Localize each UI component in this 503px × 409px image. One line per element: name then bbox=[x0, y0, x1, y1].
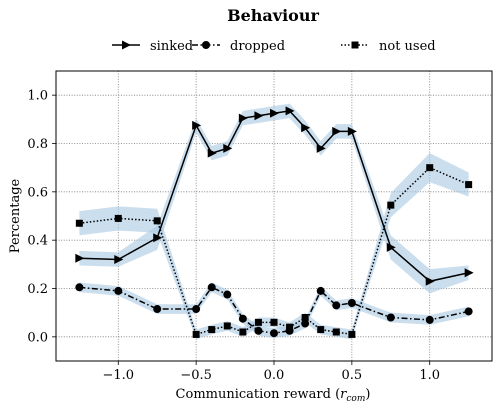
y-tick-label: 0.8 bbox=[27, 137, 48, 152]
point-dropped bbox=[238, 314, 247, 323]
legend-label-sinked: sinked bbox=[150, 39, 193, 54]
point-dropped bbox=[192, 305, 201, 314]
band-sinked bbox=[79, 103, 469, 294]
point-dropped bbox=[332, 301, 341, 310]
point-dropped bbox=[425, 315, 434, 324]
point-sinked bbox=[301, 123, 311, 133]
point-sinked bbox=[347, 126, 357, 136]
point-dropped bbox=[301, 319, 310, 328]
point-dropped bbox=[207, 283, 216, 292]
y-tick-label: 1.0 bbox=[27, 89, 48, 104]
point-not-used bbox=[465, 181, 473, 189]
point-not-used bbox=[75, 219, 83, 227]
x-tick-label: −1.0 bbox=[102, 368, 134, 383]
point-sinked bbox=[254, 111, 264, 121]
point-not-used bbox=[254, 318, 262, 326]
point-sinked bbox=[386, 242, 396, 252]
x-tick-label: 1.0 bbox=[419, 368, 440, 383]
y-tick-label: 0.4 bbox=[27, 234, 48, 249]
point-dropped bbox=[386, 313, 395, 322]
x-axis-label-symbol: r bbox=[340, 387, 347, 402]
point-not-used bbox=[332, 328, 340, 336]
point-not-used bbox=[239, 328, 247, 336]
y-tick-label: 0.0 bbox=[27, 330, 48, 345]
point-sinked bbox=[270, 108, 279, 118]
point-sinked bbox=[153, 233, 163, 243]
y-axis-label: Percentage bbox=[8, 178, 23, 253]
point-sinked bbox=[285, 106, 295, 116]
point-dropped bbox=[114, 286, 123, 295]
point-sinked bbox=[75, 253, 85, 263]
point-not-used bbox=[286, 323, 294, 331]
x-axis-label-close: ) bbox=[365, 387, 370, 402]
point-dropped bbox=[464, 307, 473, 316]
band-not-used bbox=[79, 153, 469, 340]
point-sinked bbox=[316, 143, 326, 153]
point-dropped bbox=[75, 283, 84, 292]
point-sinked bbox=[223, 143, 233, 153]
point-not-used bbox=[208, 326, 216, 334]
point-not-used bbox=[348, 330, 356, 338]
point-dropped bbox=[270, 329, 278, 338]
x-axis-ticks: −1.0 −0.5 0.0 0.5 1.0 bbox=[102, 361, 440, 383]
x-tick-label: 0.0 bbox=[264, 368, 285, 383]
legend-marker-dropped bbox=[202, 41, 210, 49]
x-tick-label: 0.5 bbox=[342, 368, 363, 383]
x-tick-label: −0.5 bbox=[180, 368, 212, 383]
point-dropped bbox=[254, 326, 263, 335]
point-sinked bbox=[114, 255, 124, 264]
legend: sinked dropped not used bbox=[112, 39, 436, 54]
x-axis-label: Communication reward (rcom) bbox=[176, 387, 371, 404]
x-axis-label-subscript: com bbox=[346, 394, 365, 404]
point-not-used bbox=[270, 318, 278, 326]
point-not-used bbox=[301, 314, 309, 321]
point-sinked bbox=[192, 120, 202, 130]
series-markers bbox=[75, 106, 474, 338]
point-not-used bbox=[192, 330, 200, 338]
y-axis-ticks: 0.0 0.2 0.4 0.6 0.8 1.0 bbox=[27, 89, 56, 345]
chart-title: Behaviour bbox=[227, 6, 319, 25]
point-sinked bbox=[238, 113, 248, 123]
y-tick-label: 0.6 bbox=[27, 185, 48, 200]
legend-label-not-used: not used bbox=[379, 39, 436, 54]
point-sinked bbox=[425, 276, 435, 286]
point-not-used bbox=[387, 201, 395, 209]
point-not-used bbox=[153, 217, 161, 225]
point-not-used bbox=[223, 322, 231, 330]
y-tick-label: 0.2 bbox=[27, 282, 48, 297]
point-not-used bbox=[317, 326, 325, 334]
point-sinked bbox=[207, 148, 217, 158]
point-sinked bbox=[332, 126, 342, 136]
point-sinked bbox=[464, 268, 474, 278]
legend-label-dropped: dropped bbox=[230, 39, 285, 54]
x-axis-label-text: Communication reward ( bbox=[176, 387, 341, 402]
point-not-used bbox=[426, 164, 434, 172]
point-dropped bbox=[223, 290, 232, 299]
point-dropped bbox=[153, 305, 162, 314]
point-dropped bbox=[316, 286, 325, 295]
legend-marker-not-used bbox=[351, 41, 359, 49]
legend-marker-sinked bbox=[122, 40, 131, 50]
point-not-used bbox=[114, 214, 122, 222]
point-dropped bbox=[347, 299, 356, 307]
